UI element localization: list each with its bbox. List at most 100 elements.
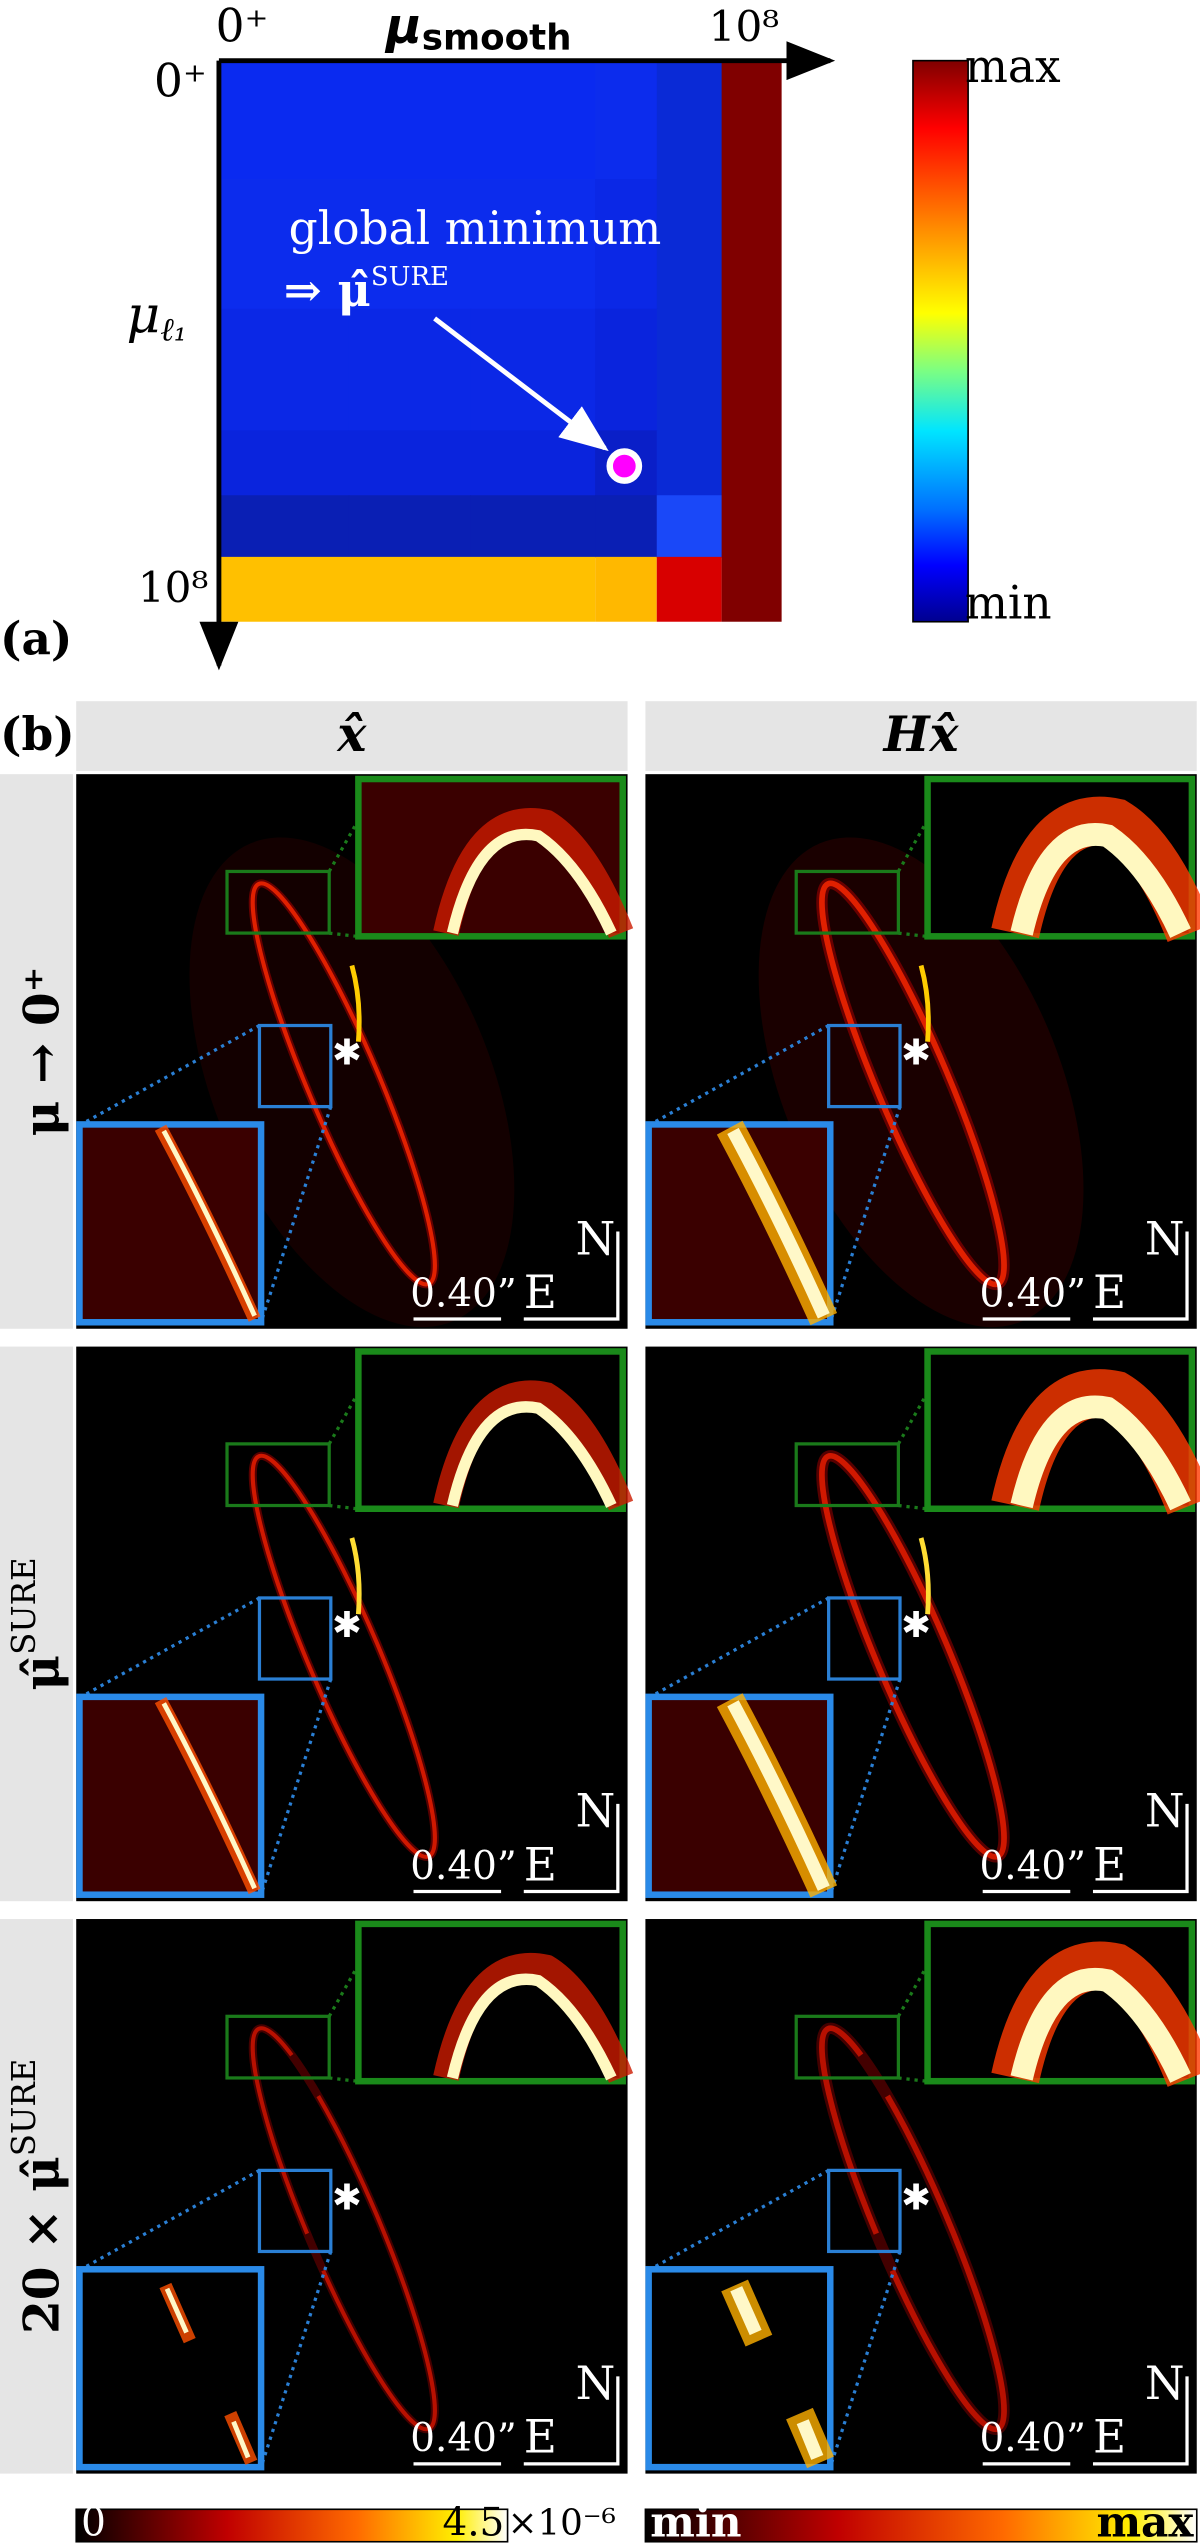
compass-north: N <box>576 1785 616 1838</box>
column-title: x̂ <box>336 706 367 763</box>
x-axis-label: μsmooth <box>384 0 572 59</box>
star-marker: ✱ <box>332 2178 362 2219</box>
zoom-link-green <box>896 822 928 873</box>
zoom-link-blue <box>828 2250 902 2468</box>
annotation-superscript: SURE <box>371 262 449 292</box>
scale-label: 0.40” <box>410 1844 517 1889</box>
y-axis-symbol: μ <box>126 285 160 345</box>
zoom-link-blue <box>828 1678 902 1896</box>
disk-ring <box>819 2025 1007 2433</box>
zoom-box-green <box>225 2014 331 2080</box>
compass-arms <box>523 1803 620 1894</box>
row-header <box>0 1919 73 2474</box>
row-title: μ → 0⁺ <box>13 967 70 1137</box>
row-title: 20 × μ̂SURE <box>4 2059 69 2334</box>
zoom-box-blue <box>827 1596 902 1681</box>
zoom-link-green <box>896 1394 928 1445</box>
zoom-link-blue <box>649 2168 830 2271</box>
inset-green-arc <box>433 808 634 938</box>
heatmap-cell <box>595 179 658 310</box>
column-header <box>76 701 628 771</box>
annotation-line2: ⇒ μ̂SURE <box>284 262 449 317</box>
panel-b-label: (b) <box>0 707 75 761</box>
heatmap-cell <box>656 308 723 432</box>
heatmap-cell <box>470 60 596 180</box>
zoom-link-blue <box>80 2168 261 2271</box>
zoom-link-green <box>327 1394 359 1445</box>
scale-label: 0.40” <box>979 2416 1086 2461</box>
heatmap-cell <box>470 179 596 310</box>
row-title-main: 20 × μ̂ <box>13 2156 70 2334</box>
halo <box>189 837 515 1328</box>
compass-east: E <box>1093 1838 1126 1891</box>
zoom-box-blue <box>827 1023 902 1109</box>
compass-east: E <box>524 1838 557 1891</box>
inset-green-core <box>1010 823 1191 938</box>
star-marker: ✱ <box>901 1033 931 1074</box>
star-marker: ✱ <box>332 1605 362 1646</box>
column-header <box>645 701 1197 771</box>
heatmap-cell <box>348 179 472 310</box>
compass-east: E <box>1093 2411 1126 2464</box>
row-title-superscript: SURE <box>4 2059 42 2157</box>
heatmap-cell <box>348 495 472 558</box>
heatmap-cell <box>348 430 472 497</box>
heatmap-cell <box>348 60 472 180</box>
compass-arms <box>1092 1803 1189 1894</box>
heatmap-cell <box>656 430 723 497</box>
compass-arms <box>523 1231 620 1321</box>
heatmap-cell <box>218 495 350 558</box>
x-axis-end: 10⁸ <box>709 2 780 51</box>
inset-green-core <box>1010 1968 1191 2083</box>
compass-north: N <box>1145 1785 1185 1838</box>
inset-green-core <box>1010 1395 1191 1511</box>
zoom-link-green <box>327 1966 359 2018</box>
annotation-line1: global minimum <box>289 202 662 255</box>
zoom-link-blue <box>649 1596 830 1699</box>
inset-blue-core <box>727 1127 830 1319</box>
inset-green-arc <box>433 1380 634 1511</box>
inset-blue-core <box>730 2286 824 2460</box>
star-marker: ✱ <box>332 1033 362 1074</box>
heatmap-cell <box>656 179 723 310</box>
zoom-link-blue <box>828 1106 902 1323</box>
scale-label: 0.40” <box>410 1271 517 1316</box>
compass-north: N <box>576 2357 616 2410</box>
colorbar-left <box>75 2508 509 2543</box>
panel-a-label: (a) <box>0 611 72 665</box>
heatmap-cell <box>470 495 596 558</box>
heatmap-cell <box>656 495 723 558</box>
zoom-link-blue <box>80 1024 261 1126</box>
zoom-box-blue <box>257 1023 333 1109</box>
disk-ring <box>819 1452 1007 1860</box>
global-minimum-marker <box>606 448 643 484</box>
image-panel: ✱ 0.40” EN <box>76 774 634 1329</box>
inset-green-core <box>446 828 617 936</box>
compass-arms <box>523 2376 620 2466</box>
x-axis-start: 0⁺ <box>216 0 269 52</box>
inset-blue <box>76 1121 265 1326</box>
colorbar-right-min: min <box>650 2497 741 2544</box>
colorbar-left-multiplier: ×10⁻⁶ <box>508 2503 616 2544</box>
inset-green-core <box>446 1973 617 2081</box>
x-axis-symbol: μ <box>384 0 422 55</box>
row-title-main: μ̂ <box>13 1655 70 1691</box>
zoom-link-blue <box>80 1596 261 1699</box>
disk-ring <box>250 1453 437 1859</box>
inset-blue-core <box>161 1129 257 1317</box>
colorbar-right <box>644 2508 1198 2543</box>
column-title: Hx̂ <box>882 706 960 763</box>
heatmap-cell <box>218 556 596 622</box>
image-panel: ✱ 0.40” EN <box>645 1346 1200 1902</box>
row-title-main: μ → 0⁺ <box>13 967 70 1137</box>
star-marker: ✱ <box>901 1605 931 1646</box>
zoom-box-green <box>794 1442 900 1508</box>
heatmap-cell <box>470 308 596 432</box>
zoom-link-blue <box>259 2250 333 2468</box>
row-title-superscript: SURE <box>4 1557 42 1655</box>
inset-blue-core <box>161 1702 257 1890</box>
compass-arms <box>1092 1231 1189 1321</box>
disk-bright-arc <box>918 964 931 1042</box>
